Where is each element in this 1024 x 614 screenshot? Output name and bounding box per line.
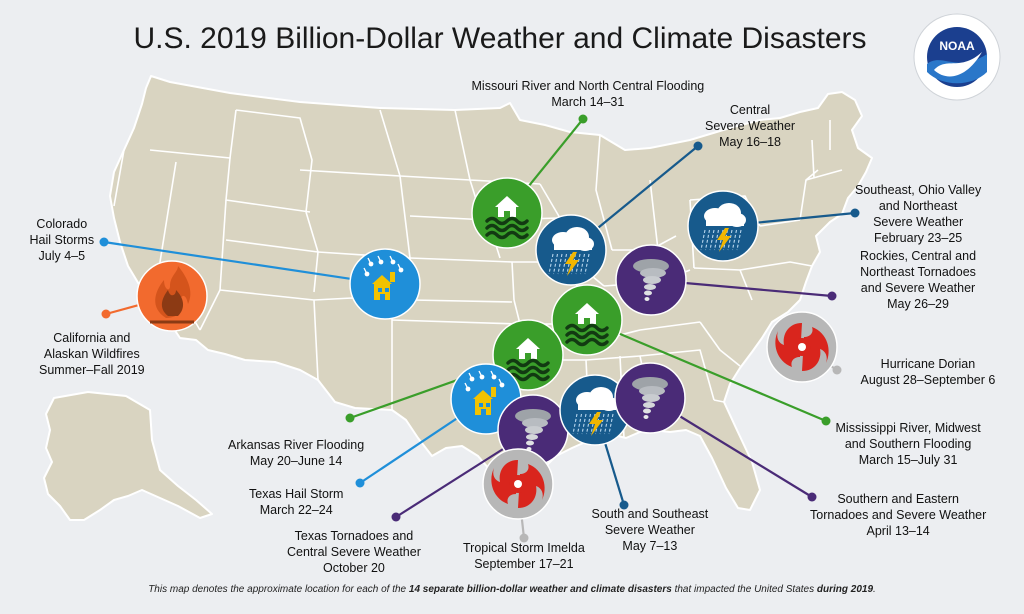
hail-house-icon [349, 248, 421, 320]
event-label-line: and Southern Flooding [844, 437, 972, 451]
event-label-line: Texas Tornadoes and [294, 529, 414, 543]
event-label-line: Mississippi River, Midwest [835, 421, 981, 435]
event-label-texas_tornado: Texas Tornadoes and Central Severe Weathe… [287, 528, 421, 576]
event-label-line: Alaskan Wildfires [43, 347, 140, 361]
svg-text:NOAA: NOAA [939, 39, 975, 53]
event-label-imelda: Tropical Storm Imelda September 17–21 [463, 540, 585, 572]
event-label-line: South and Southeast [591, 507, 709, 521]
event-label-line: September 17–21 [474, 557, 574, 571]
event-label-line: May 16–18 [719, 135, 781, 149]
leader-dot-imelda [519, 533, 529, 543]
event-label-line: Central [729, 103, 771, 117]
storm-cloud-icon [535, 214, 607, 286]
event-label-line: and Severe Weather [860, 281, 976, 295]
event-label-line: Southeast, Ohio Valley [855, 183, 982, 197]
storm-cloud-icon [687, 190, 759, 262]
leader-line-colorado [103, 240, 386, 286]
leader-dot-texas_hail [355, 478, 365, 488]
leader-dot-south_southeast [619, 500, 629, 510]
event-label-line: Missouri River and North Central Floodin… [471, 79, 705, 93]
event-icons [136, 177, 838, 520]
event-label-rockies: Rockies, Central and Northeast Tornadoes a… [860, 248, 976, 312]
leader-dot-southern_eastern [807, 492, 817, 502]
event-label-south_southeast: South and Southeast Severe Weather May 7–1… [592, 506, 709, 554]
leader-dot-southeast [850, 208, 860, 218]
event-label-dorian: Hurricane Dorian August 28–September 6 [861, 356, 996, 388]
event-label-southeast: Southeast, Ohio Valley and Northeast Sever… [855, 182, 981, 246]
event-label-line: Texas Hail Storm [249, 487, 344, 501]
event-label-line: Summer–Fall 2019 [39, 363, 145, 377]
event-label-line: Hail Storms [29, 233, 95, 247]
event-label-line: Severe Weather [873, 215, 964, 229]
event-label-colorado: Colorado Hail Storms July 4–5 [30, 216, 95, 264]
event-label-line: August 28–September 6 [860, 373, 996, 387]
event-label-line: Rockies, Central and [860, 249, 977, 263]
tornado-icon [615, 244, 687, 316]
event-label-line: May 20–June 14 [249, 454, 343, 468]
event-label-line: Severe Weather [705, 119, 796, 133]
house-flood-icon [471, 177, 543, 249]
leader-dot-california [101, 309, 111, 319]
event-label-line: Southern and Eastern [837, 492, 959, 506]
event-label-line: February 23–25 [873, 231, 963, 245]
leader-dot-arkansas [345, 413, 355, 423]
event-label-line: Colorado [36, 217, 88, 231]
event-label-line: March 14–31 [551, 95, 625, 109]
leader-dot-dorian [832, 365, 842, 375]
house-flood-icon [492, 319, 564, 391]
event-label-line: March 22–24 [259, 503, 333, 517]
event-label-line: Tropical Storm Imelda [463, 541, 585, 555]
event-label-southern_eastern: Southern and Eastern Tornadoes and Severe… [810, 491, 986, 539]
event-label-line: Severe Weather [604, 523, 695, 537]
event-label-line: October 20 [323, 561, 385, 575]
event-label-line: May 7–13 [622, 539, 678, 553]
event-label-line: Northeast Tornadoes [860, 265, 976, 279]
event-label-texas_hail: Texas Hail Storm March 22–24 [249, 486, 343, 518]
event-label-line: and Northeast [878, 199, 958, 213]
event-label-central: Central Severe Weather May 16–18 [705, 102, 795, 150]
leader-dot-central [693, 141, 703, 151]
tornado-icon [497, 394, 569, 466]
map-caption: This map denotes the approximate locatio… [148, 584, 876, 595]
event-label-line: California and [53, 331, 131, 345]
leader-dot-colorado [99, 237, 109, 247]
event-label-line: Tornadoes and Severe Weather [810, 508, 987, 522]
event-label-line: July 4–5 [38, 249, 86, 263]
leader-line-mississippi [586, 318, 827, 423]
event-label-missouri: Missouri River and North Central Floodin… [472, 78, 705, 110]
leader-dot-rockies [827, 291, 837, 301]
alaska-landmass [43, 391, 213, 521]
event-label-line: March 15–July 31 [858, 453, 958, 467]
event-label-line: Arkansas River Flooding [228, 438, 365, 452]
house-flood-icon [551, 284, 623, 356]
event-label-mississippi: Mississippi River, Midwest and Southern F… [836, 420, 981, 468]
leader-dot-mississippi [821, 416, 831, 426]
map-title: U.S. 2019 Billion-Dollar Weather and Cli… [133, 22, 867, 55]
noaa-logo: NOAA [913, 13, 1001, 101]
hurricane-icon [766, 311, 838, 383]
event-label-line: April 13–14 [866, 524, 930, 538]
tornado-icon [614, 362, 686, 434]
hurricane-icon [482, 448, 554, 520]
wildfire-icon [136, 260, 208, 332]
leader-dot-texas_tornado [391, 512, 401, 522]
event-label-line: May 26–29 [887, 297, 949, 311]
event-label-arkansas: Arkansas River Flooding May 20–June 14 [228, 437, 364, 469]
storm-cloud-icon [559, 374, 631, 446]
event-label-california: California and Alaskan Wildfires Summer–Fa… [39, 330, 145, 378]
event-label-line: Central Severe Weather [287, 545, 421, 559]
event-label-line: Hurricane Dorian [880, 357, 976, 371]
leader-dot-missouri [578, 114, 588, 124]
